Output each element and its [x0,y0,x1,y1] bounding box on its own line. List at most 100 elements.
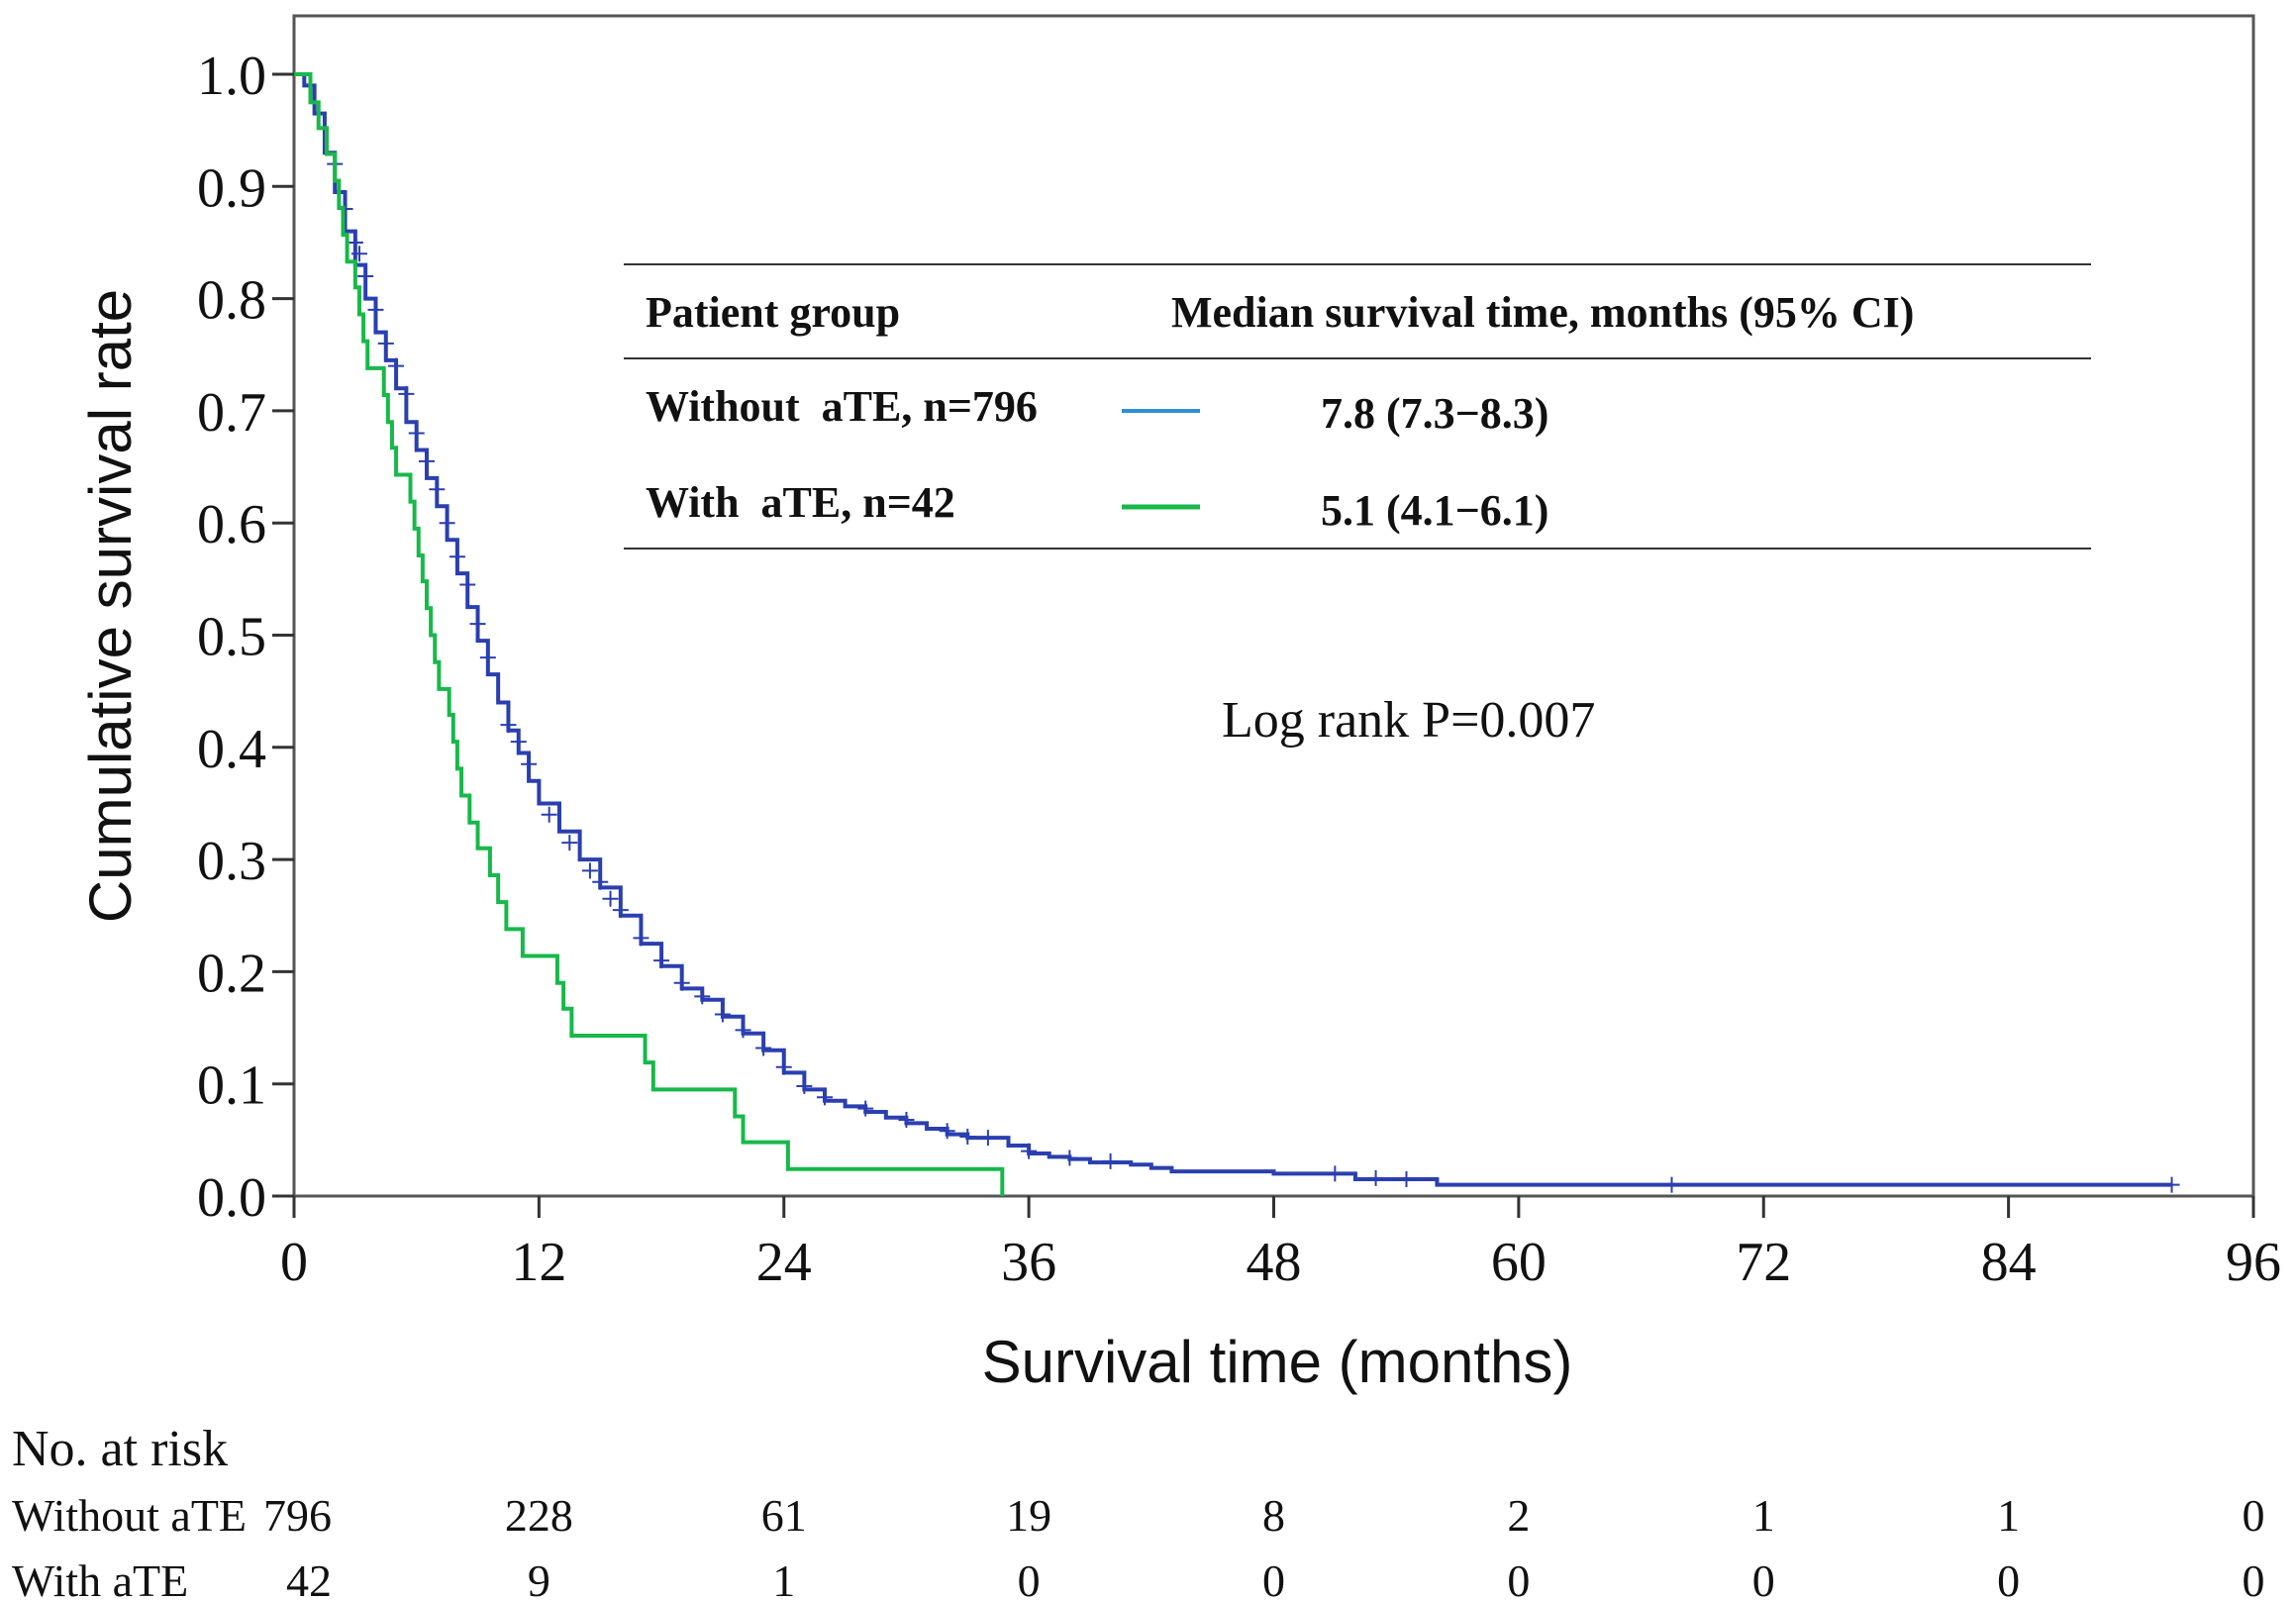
at-risk-value: 0 [2243,1555,2265,1602]
censor-mark [388,357,405,374]
censor-mark [541,806,557,823]
censor-mark [2163,1176,2180,1193]
censor-mark [735,1022,751,1039]
at-risk-value: 8 [1262,1490,1285,1541]
log-rank-annotation: Log rank P=0.007 [1222,692,1595,749]
censor-mark [347,234,363,250]
at-risk-value: 61 [761,1490,807,1541]
x-tick-label: 72 [1736,1232,1791,1293]
censor-mark [602,890,619,907]
at-risk-value: 1 [1997,1490,2020,1541]
censor-mark [755,1040,772,1056]
legend-header-group: Patient group [646,288,900,337]
at-risk-value: 1 [1752,1490,1775,1541]
y-tick-label: 0.0 [197,1167,266,1229]
censor-mark [367,301,384,318]
y-axis-ticks: 0.0 0.1 0.2 0.3 0.4 0.5 0.6 0.7 0.8 0.9 1.0 [197,46,294,1229]
legend-row-with-median: 5.1 (4.1−6.1) [1321,486,1548,535]
legend-row-without-median: 7.8 (7.3−8.3) [1321,389,1548,438]
legend-header-median: Median survival time, months (95% CI) [1171,288,1914,337]
legend-row-without-group: Without aTE, n=796 [646,382,1038,431]
censor-mark [592,873,609,890]
at-risk-value: 0 [1262,1555,1285,1602]
legend-row-with-group: With aTE, n=42 [646,478,955,527]
censor-mark [449,549,465,565]
y-tick-label: 0.9 [197,157,266,219]
censor-mark [1398,1171,1415,1188]
y-tick-label: 1.0 [197,46,266,107]
x-tick-label: 60 [1491,1232,1547,1293]
at-risk-row-label-with: With aTE [12,1555,188,1602]
y-tick-label: 0.2 [197,943,266,1004]
y-tick-label: 0.7 [197,382,266,444]
censor-mark [350,246,367,262]
y-axis-label: Cumulative survival rate [77,289,144,923]
censor-mark [479,650,496,666]
censor-mark [429,481,446,498]
censor-mark [1102,1152,1119,1169]
censor-mark [694,988,711,1005]
at-risk-value: 228 [505,1490,573,1541]
at-risk-value: 0 [1507,1555,1530,1602]
censor-mark [469,616,486,633]
at-risk-value: 0 [1997,1555,2020,1602]
y-tick-label: 0.3 [197,831,266,892]
censor-mark [459,576,476,593]
y-tick-label: 0.6 [197,494,266,555]
censor-mark [521,755,538,772]
y-tick-label: 0.8 [197,270,266,332]
at-risk-value: 0 [2243,1490,2265,1541]
censor-mark [1327,1165,1344,1182]
censor-mark [510,734,527,751]
censor-mark [796,1077,813,1094]
at-risk-value: 0 [1752,1555,1775,1602]
censor-mark [398,385,415,402]
at-risk-value: 796 [263,1490,332,1541]
censor-mark [1663,1176,1680,1193]
censor-mark [857,1100,874,1117]
censor-mark [357,267,374,284]
censor-mark [408,425,425,442]
censor-mark [898,1111,915,1128]
censor-mark [377,335,394,351]
censor-mark [581,862,598,879]
censor-mark [500,717,517,734]
censor-mark [775,1058,792,1075]
censor-mark [653,952,670,969]
censor-mark [939,1123,955,1140]
legend-table: Patient group Median survival time, mont… [624,263,2091,550]
at-risk-title: No. at risk [12,1421,228,1477]
censor-mark [714,1006,731,1023]
censor-mark [1367,1169,1384,1186]
x-tick-label: 12 [511,1232,566,1293]
at-risk-values: 796 228 61 19 8 2 1 1 0 42 9 1 0 0 0 0 0 0 [263,1490,2265,1602]
censor-mark [673,974,690,991]
series-line-with-ate [294,72,1005,1196]
x-tick-label: 84 [1981,1232,2037,1293]
plot-frame [292,14,2255,1198]
x-axis-label: Survival time (months) [982,1329,1573,1395]
censor-mark [612,902,629,919]
censor-mark [979,1130,996,1147]
x-tick-label: 24 [756,1232,812,1293]
censor-mark [561,835,578,851]
x-tick-label: 36 [1001,1232,1056,1293]
y-tick-label: 0.1 [197,1055,266,1117]
censor-mark [418,452,435,469]
censor-mark [439,515,455,532]
y-tick-label: 0.4 [197,719,266,780]
at-risk-value: 42 [286,1555,332,1602]
x-axis-ticks: 0 12 24 36 48 60 72 84 96 [280,1196,2281,1293]
at-risk-value: 19 [1006,1490,1051,1541]
x-tick-label: 96 [2226,1232,2281,1293]
at-risk-value: 0 [1018,1555,1041,1602]
x-tick-label: 0 [280,1232,308,1293]
x-tick-label: 48 [1247,1232,1302,1293]
series-line-without-ate [294,72,2172,1187]
censor-mark [1061,1150,1078,1166]
censor-mark [633,930,649,947]
censor-mark [1021,1143,1038,1159]
at-risk-value: 2 [1507,1490,1530,1541]
at-risk-row-label-without: Without aTE [12,1490,247,1541]
